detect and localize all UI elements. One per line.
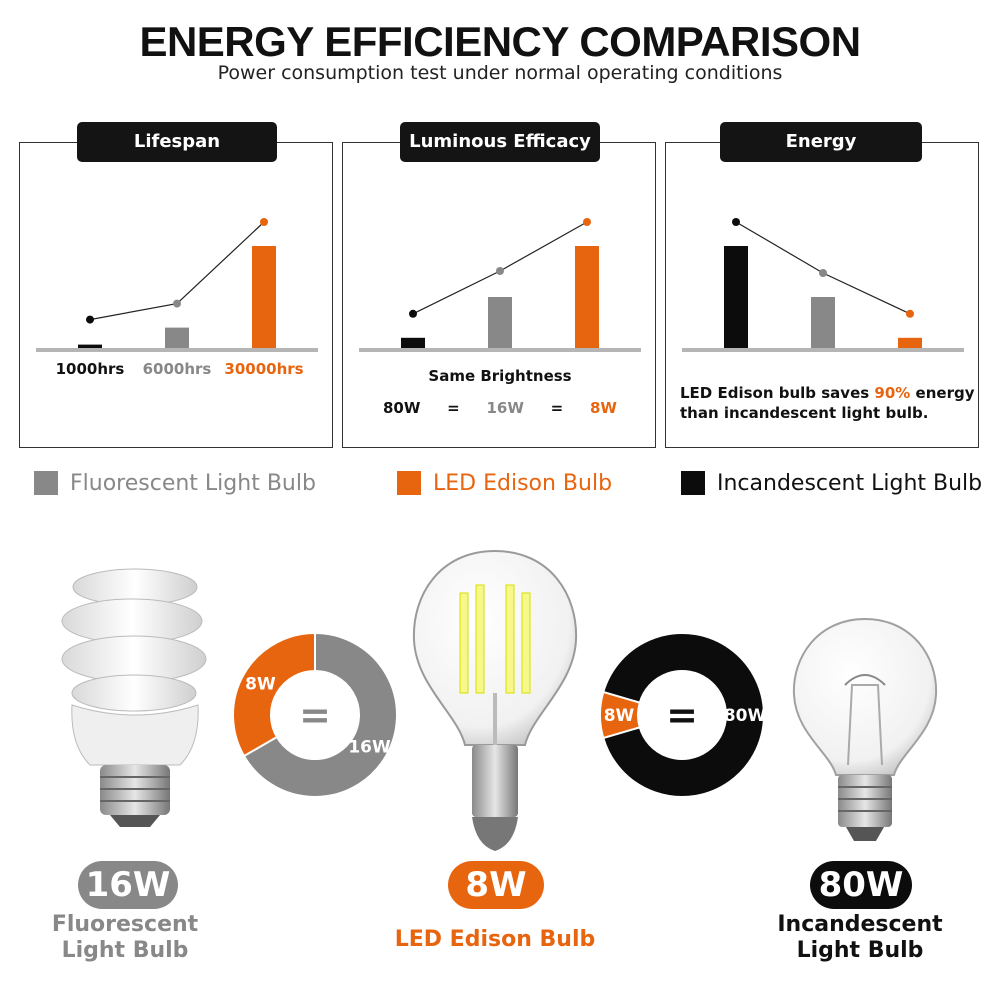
energy-savings-note: LED Edison bulb saves 90% energy than in… bbox=[680, 383, 975, 423]
donut-slice-fluorescent bbox=[242, 631, 398, 798]
legend-label-led: LED Edison Bulb bbox=[433, 470, 613, 496]
note-line2: than incandescent light bulb. bbox=[680, 404, 929, 422]
watts-pill-fluorescent: 16W bbox=[78, 861, 178, 909]
trend-point-incandescent bbox=[409, 309, 417, 318]
tick-label-led: 30000hrs bbox=[224, 360, 303, 378]
bar-led bbox=[252, 246, 276, 348]
bar-incandescent bbox=[401, 337, 425, 348]
donut-label-fluorescent: 16W bbox=[348, 738, 391, 758]
trend-point-incandescent bbox=[732, 218, 740, 226]
lifespan-chart: 1000hrs 6000hrs 30000hrs bbox=[36, 218, 318, 378]
page-subtitle: Power consumption test under normal oper… bbox=[217, 62, 783, 84]
legend-label-incandescent: Incandescent Light Bulb bbox=[717, 470, 983, 496]
trend-point-led bbox=[906, 309, 914, 318]
bulb-name-led-line1: LED Edison Bulb bbox=[394, 927, 596, 952]
note-highlight: 90% bbox=[874, 384, 911, 402]
baseline bbox=[682, 348, 964, 352]
bulb-name-led: LED Edison Bulb bbox=[380, 927, 610, 953]
bar-fluorescent bbox=[488, 297, 512, 348]
donut-fluorescent-vs-led: 16W 8W = bbox=[232, 631, 398, 798]
incandescent-bulb-icon bbox=[792, 617, 938, 841]
equation-80w: 80W bbox=[383, 399, 421, 417]
trend-point-led bbox=[260, 218, 268, 226]
note-prefix: LED Edison bulb saves bbox=[680, 384, 875, 402]
tick-label-fluorescent: 6000hrs bbox=[143, 360, 212, 378]
donut-label-led: 8W bbox=[245, 675, 276, 695]
bulb-name-incandescent-line1: Incandescent bbox=[777, 912, 943, 937]
donut-label-incandescent: 80W bbox=[724, 706, 767, 726]
bar-fluorescent bbox=[165, 327, 189, 348]
tick-label-incandescent: 1000hrs bbox=[56, 360, 125, 378]
trend-point-incandescent bbox=[86, 315, 94, 324]
cfl-spiral-bulb-icon bbox=[61, 568, 207, 827]
legend-fluorescent: Fluorescent Light Bulb bbox=[34, 466, 316, 500]
legend-swatch-incandescent bbox=[681, 471, 705, 495]
trend-point-fluorescent bbox=[496, 267, 504, 275]
bulb-name-incandescent: Incandescent Light Bulb bbox=[760, 912, 960, 964]
luminous-efficacy-panel: Same Brightness 80W = 16W = 8W bbox=[342, 142, 656, 448]
watts-pill-incandescent: 80W bbox=[810, 861, 912, 909]
lifespan-panel: 1000hrs 6000hrs 30000hrs bbox=[19, 142, 333, 448]
equation-equals-1: = bbox=[447, 399, 460, 417]
donut-led-vs-incandescent: 8W 80W = bbox=[599, 632, 767, 798]
legend-swatch-fluorescent bbox=[34, 471, 58, 495]
legend-swatch-led bbox=[397, 471, 421, 495]
trend-point-fluorescent bbox=[819, 269, 827, 277]
bulb-name-fluorescent-line1: Fluorescent bbox=[51, 912, 199, 937]
bar-led bbox=[898, 337, 922, 348]
equation-equals-2: = bbox=[550, 399, 564, 417]
donut-label-led: 8W bbox=[604, 706, 635, 726]
equation-8w: 8W bbox=[590, 399, 617, 417]
donut-slice-incandescent bbox=[602, 632, 765, 798]
legend-incandescent: Incandescent Light Bulb bbox=[681, 466, 982, 500]
baseline bbox=[36, 348, 318, 352]
energy-consumption-tag: Energy Consumption bbox=[720, 122, 922, 192]
luminous-efficacy-chart bbox=[359, 218, 641, 352]
bulb-name-incandescent-line2: Light Bulb bbox=[796, 938, 924, 963]
legend-label-fluorescent: Fluorescent Light Bulb bbox=[70, 470, 316, 496]
equation-16w: 16W bbox=[486, 399, 524, 417]
luminous-efficacy-tag: Luminous Efficacy bbox=[400, 122, 600, 162]
baseline bbox=[359, 348, 641, 352]
bulb-name-fluorescent-line2: Light Bulb bbox=[61, 938, 189, 963]
same-brightness-label: Same Brightness bbox=[428, 367, 572, 385]
donut-equals-sign: = bbox=[299, 693, 331, 737]
energy-consumption-chart bbox=[682, 218, 964, 352]
watts-pill-led: 8W bbox=[448, 861, 544, 909]
bar-incandescent bbox=[78, 344, 102, 348]
bar-fluorescent bbox=[811, 297, 835, 348]
donut-equals-sign: = bbox=[666, 693, 698, 737]
brightness-equation: 80W = 16W = 8W bbox=[383, 399, 617, 417]
note-suffix: energy bbox=[910, 384, 975, 402]
page-title: ENERGY EFFICIENCY COMPARISON bbox=[139, 18, 861, 65]
bar-incandescent bbox=[724, 246, 748, 348]
bar-led bbox=[575, 246, 599, 348]
trend-point-led bbox=[583, 218, 591, 226]
donut-slice-led bbox=[232, 631, 316, 758]
legend-led: LED Edison Bulb bbox=[397, 466, 612, 500]
trend-point-fluorescent bbox=[173, 299, 181, 308]
lifespan-tag: Lifespan bbox=[77, 122, 277, 162]
bulb-name-fluorescent: Fluorescent Light Bulb bbox=[30, 912, 220, 964]
led-filament-bulb-icon bbox=[412, 549, 578, 851]
